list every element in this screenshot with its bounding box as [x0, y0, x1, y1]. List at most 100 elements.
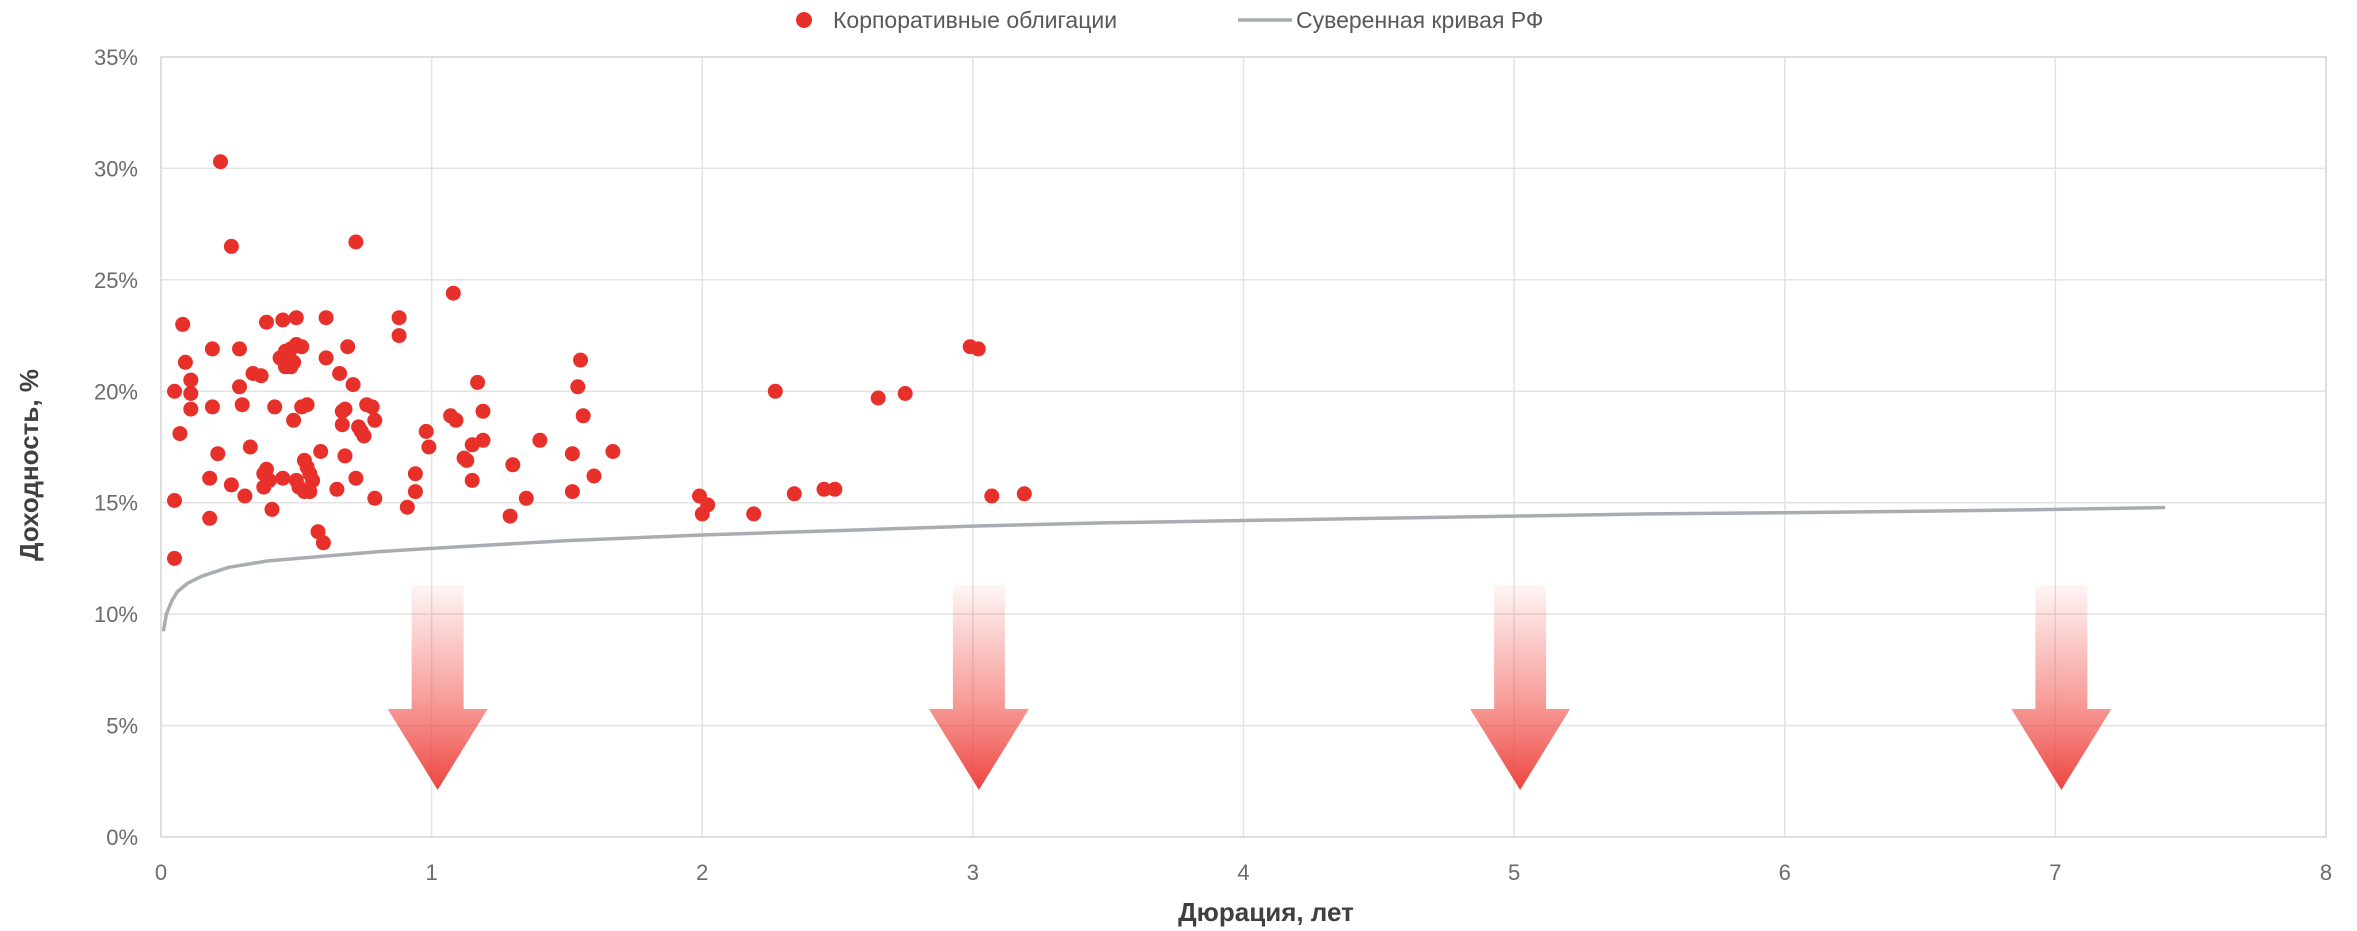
scatter-point [167, 493, 182, 508]
scatter-point [348, 470, 364, 486]
scatter-point [234, 397, 250, 413]
scatter-point [356, 428, 372, 444]
scatter-point [421, 439, 437, 455]
scatter-point [605, 444, 621, 459]
scatter-point [183, 386, 199, 401]
scatter-point [575, 408, 591, 424]
scatter-point [275, 470, 291, 486]
scatter-point [253, 368, 269, 384]
scatter-point [177, 354, 193, 370]
scatter-point [532, 432, 548, 448]
scatter-point [202, 470, 218, 486]
scatter-point [286, 412, 302, 428]
scatter-point [210, 446, 226, 462]
scatter-point [167, 550, 182, 566]
scatter-point [367, 412, 383, 428]
scatter-point [329, 481, 345, 497]
scatter-point [183, 372, 199, 388]
down-arrow-icon [1470, 585, 1571, 790]
y-tick-label: 35% [94, 45, 138, 70]
scatter-point [391, 328, 407, 344]
x-axis-ticks: 0 1 2 3 4 5 6 7 8 [155, 860, 2332, 885]
legend-scatter-marker [796, 12, 812, 28]
legend-line-label: Суверенная кривая РФ [1296, 7, 1543, 33]
scatter-point [232, 379, 247, 395]
x-axis-title: Дюрация, лет [1178, 897, 1354, 927]
scatter-point [175, 316, 191, 332]
x-tick-label: 0 [155, 860, 167, 885]
scatter-point [767, 383, 783, 399]
scatter-point [305, 472, 321, 488]
scatter-point [586, 468, 602, 484]
scatter-point [502, 508, 518, 524]
scatter-point [259, 314, 274, 330]
scatter-point [391, 310, 407, 326]
arrows [387, 585, 2112, 790]
scatter-point [364, 399, 380, 415]
scatter-point [407, 484, 423, 500]
scatter-point [332, 366, 348, 381]
scatter-point [267, 399, 283, 415]
sovereign-curve-line [161, 505, 2166, 632]
scatter-point [232, 341, 247, 357]
scatter-point [348, 234, 364, 250]
scatter-point [897, 386, 913, 401]
scatter-point [448, 412, 464, 428]
scatter-point [418, 423, 434, 439]
scatter-point [445, 285, 461, 301]
scatter-point [816, 481, 832, 497]
scatter-point [984, 488, 1000, 504]
scatter-point [870, 390, 886, 406]
scatter-point [475, 403, 491, 419]
scatter-point [167, 383, 182, 399]
plot-frame [160, 56, 2327, 838]
scatter-point [313, 444, 329, 459]
scatter-point [302, 484, 318, 500]
scatter-point [505, 457, 521, 473]
scatter-point [340, 339, 356, 355]
scatter-point [315, 535, 331, 551]
scatter-point [286, 354, 302, 370]
scatter-point [337, 448, 353, 464]
scatter-point [786, 486, 802, 502]
legend-scatter-label: Корпоративные облигации [833, 7, 1117, 33]
scatter-point [204, 341, 220, 357]
y-tick-label: 20% [94, 379, 138, 404]
scatter-point [746, 506, 762, 522]
plot-border [160, 56, 2327, 838]
x-tick-label: 6 [1779, 860, 1791, 885]
scatter-point [264, 501, 280, 517]
scatter-point [213, 154, 228, 170]
y-axis-title: Доходность, % [14, 369, 44, 561]
x-tick-label: 3 [967, 860, 979, 885]
scatter-point [399, 499, 415, 515]
scatter-point [470, 374, 486, 390]
scatter-point [700, 497, 716, 513]
scatter-point [459, 452, 475, 468]
scatter-point [275, 312, 291, 328]
scatter-point [1016, 486, 1032, 502]
scatter-point [261, 472, 277, 488]
scatter-point [367, 490, 383, 506]
scatter-point [970, 341, 986, 357]
scatter-point [299, 397, 315, 413]
x-tick-label: 8 [2320, 860, 2332, 885]
down-arrow-icon [928, 585, 1029, 790]
scatter-point [464, 472, 480, 488]
scatter-point [223, 238, 239, 254]
y-axis-ticks: 0% 5% 10% 15% 20% 25% 30% 35% [94, 45, 138, 850]
y-tick-label: 25% [94, 268, 138, 293]
down-arrow-icon [2011, 585, 2112, 790]
y-tick-label: 15% [94, 491, 138, 516]
scatter-point [827, 481, 843, 497]
scatter-point [223, 477, 239, 493]
scatter-point [310, 524, 326, 540]
scatter-point [294, 339, 310, 355]
scatter-point [204, 399, 220, 415]
scatter-point [288, 310, 304, 326]
scatter-point [202, 510, 218, 526]
x-tick-label: 5 [1508, 860, 1520, 885]
x-tick-label: 4 [1237, 860, 1249, 885]
down-arrow-icon [387, 585, 488, 790]
